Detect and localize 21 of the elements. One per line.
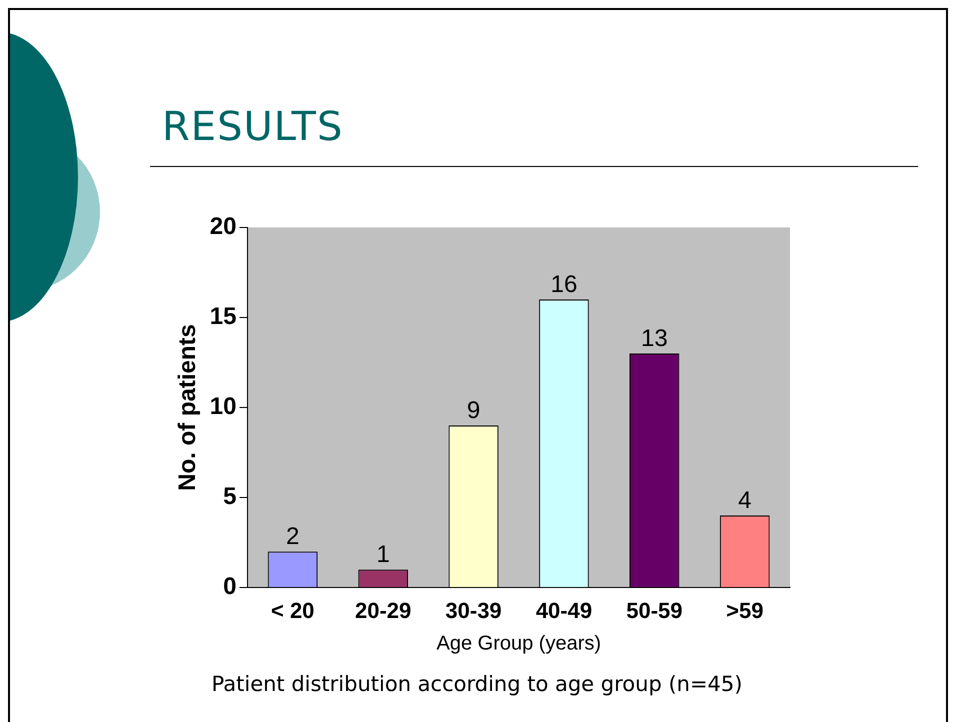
chart-title: RESULTS	[162, 104, 344, 150]
x-tick-label: >59	[726, 598, 764, 623]
data-label: 16	[550, 271, 578, 298]
x-tick-label: 20-29	[354, 598, 412, 623]
data-label: 4	[738, 487, 752, 514]
data-label: 13	[641, 325, 668, 352]
data-label: 2	[286, 523, 300, 550]
y-tick-label: 10	[210, 393, 236, 420]
y-axis-title: No. of patients	[174, 324, 202, 491]
text: Patient distribution according to age group (n=45)	[210, 672, 744, 696]
y-tick-label: 0	[223, 573, 236, 600]
x-axis-title: Age Group (years)	[436, 632, 602, 655]
y-tick-label: 15	[210, 303, 236, 330]
x-tick-label: 40-49	[536, 598, 592, 623]
x-tick-label: 30-39	[445, 598, 502, 623]
data-label: 9	[466, 397, 480, 424]
x-tick-label: 50-59	[626, 598, 683, 623]
data-label: 1	[376, 541, 390, 568]
x-tick-label: < 20	[270, 598, 314, 623]
y-tick-label: 20	[210, 213, 236, 240]
y-tick-label: 5	[223, 483, 236, 510]
